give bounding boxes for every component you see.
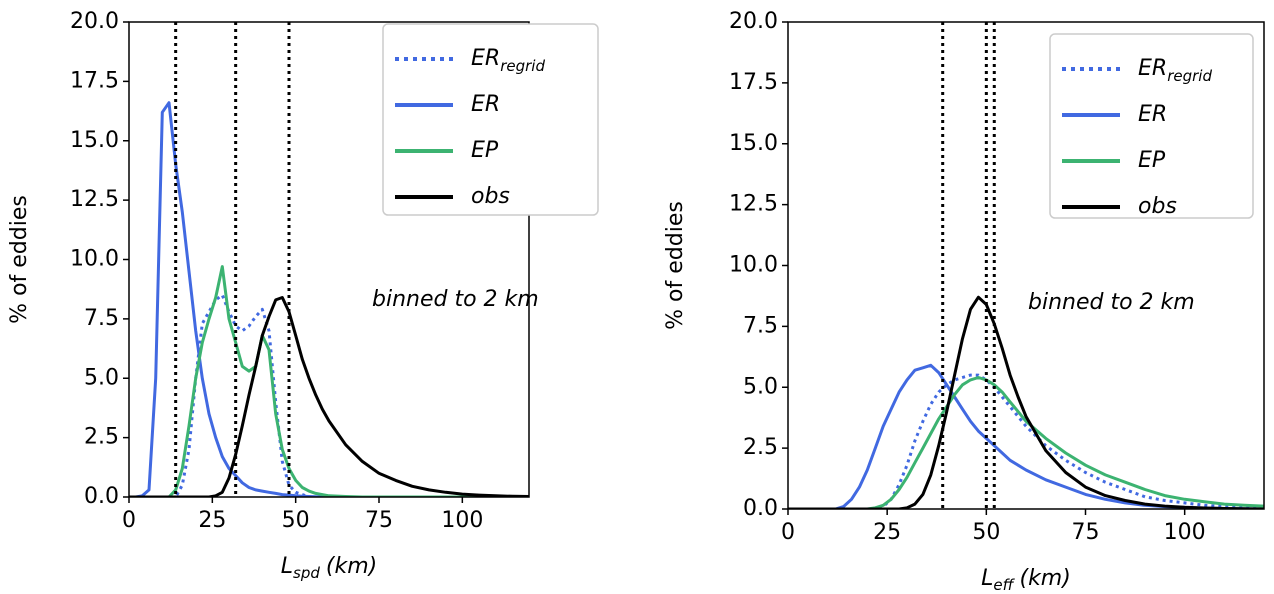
plot-area bbox=[788, 22, 1264, 509]
x-label-unit: (km) bbox=[326, 554, 377, 579]
legend-label: EP bbox=[1138, 148, 1166, 173]
y-tick-label: 20.0 bbox=[729, 9, 778, 34]
x-axis-label: Lspd (km) bbox=[281, 554, 377, 582]
y-tick-label: 10.0 bbox=[70, 247, 119, 272]
x-label-unit: (km) bbox=[1019, 566, 1070, 591]
y-tick-label: 0.0 bbox=[84, 484, 119, 509]
y-tick-label: 15.0 bbox=[729, 131, 778, 156]
series-line bbox=[788, 373, 1264, 509]
y-tick-label: 7.5 bbox=[84, 306, 119, 331]
legend-name: ER bbox=[1138, 56, 1167, 81]
y-tick-label: 12.5 bbox=[729, 192, 778, 217]
y-tick-label: 2.5 bbox=[743, 435, 778, 460]
y-tick-label: 12.5 bbox=[70, 187, 119, 212]
legend-name: obs bbox=[471, 184, 510, 209]
series-line bbox=[129, 296, 529, 497]
annotation: binned to 2 km bbox=[372, 287, 539, 312]
legend-name: ER bbox=[471, 92, 500, 117]
y-tick-label: 10.0 bbox=[729, 253, 778, 278]
legend-label: ER bbox=[471, 92, 500, 117]
series-line bbox=[788, 295, 1264, 509]
x-tick-label: 50 bbox=[972, 520, 1000, 545]
y-tick-label: 17.5 bbox=[70, 68, 119, 93]
x-tick-label: 0 bbox=[781, 520, 795, 545]
y-tick-label: 7.5 bbox=[743, 313, 778, 338]
legend-label: ERregrid bbox=[471, 46, 545, 75]
x-label-sub: eff bbox=[993, 576, 1015, 594]
y-axis-label: % of eddies bbox=[7, 195, 32, 324]
legend-subscript: regrid bbox=[500, 57, 545, 75]
x-tick-label: 50 bbox=[282, 508, 310, 533]
panel: 0.0 2.5 5.0 7.5 10.0 12.5 15.0 17.5 20.0 0 25 50 75 1… bbox=[663, 9, 1265, 594]
x-tick-label: 100 bbox=[1164, 520, 1206, 545]
legend-subscript: regrid bbox=[1167, 67, 1212, 85]
annotation: binned to 2 km bbox=[1028, 290, 1195, 315]
legend-label: obs bbox=[471, 184, 510, 209]
y-tick-label: 5.0 bbox=[84, 365, 119, 390]
x-label-main: L bbox=[981, 566, 993, 591]
y-axis-label: % of eddies bbox=[663, 201, 688, 330]
x-tick-label: 75 bbox=[1072, 520, 1100, 545]
legend-box bbox=[382, 23, 599, 216]
series-line bbox=[129, 265, 529, 497]
series-line bbox=[788, 376, 1264, 509]
legend-label: ER bbox=[1138, 102, 1167, 127]
legend-name: ER bbox=[1138, 102, 1167, 127]
y-tick-label: 2.5 bbox=[84, 425, 119, 450]
y-tick-label: 20.0 bbox=[70, 9, 119, 34]
series-line bbox=[129, 293, 529, 497]
legend-name: EP bbox=[471, 138, 499, 163]
legend-label: obs bbox=[1138, 194, 1177, 219]
y-tick-label: 17.5 bbox=[729, 70, 778, 95]
x-axis-label: Leff (km) bbox=[981, 566, 1071, 594]
plot-area bbox=[129, 22, 529, 497]
x-tick-label: 25 bbox=[873, 520, 901, 545]
y-tick-label: 15.0 bbox=[70, 128, 119, 153]
x-tick-label: 25 bbox=[198, 508, 226, 533]
legend-name: EP bbox=[1138, 148, 1166, 173]
x-tick-label: 0 bbox=[122, 508, 136, 533]
y-tick-label: 5.0 bbox=[743, 374, 778, 399]
legend-label: EP bbox=[471, 138, 499, 163]
panel: 0.0 2.5 5.0 7.5 10.0 12.5 15.0 17.5 20.0 0 25 50 75 1… bbox=[7, 9, 599, 582]
legend-label: ERregrid bbox=[1138, 56, 1212, 85]
legend-name: ER bbox=[471, 46, 500, 71]
x-label-main: L bbox=[281, 554, 293, 579]
series-line bbox=[788, 363, 1264, 509]
x-tick-label: 75 bbox=[365, 508, 393, 533]
legend-name: obs bbox=[1138, 194, 1177, 219]
y-tick-label: 0.0 bbox=[743, 496, 778, 521]
x-tick-label: 100 bbox=[441, 508, 483, 533]
x-label-sub: spd bbox=[293, 564, 320, 582]
legend-box bbox=[1049, 33, 1254, 219]
